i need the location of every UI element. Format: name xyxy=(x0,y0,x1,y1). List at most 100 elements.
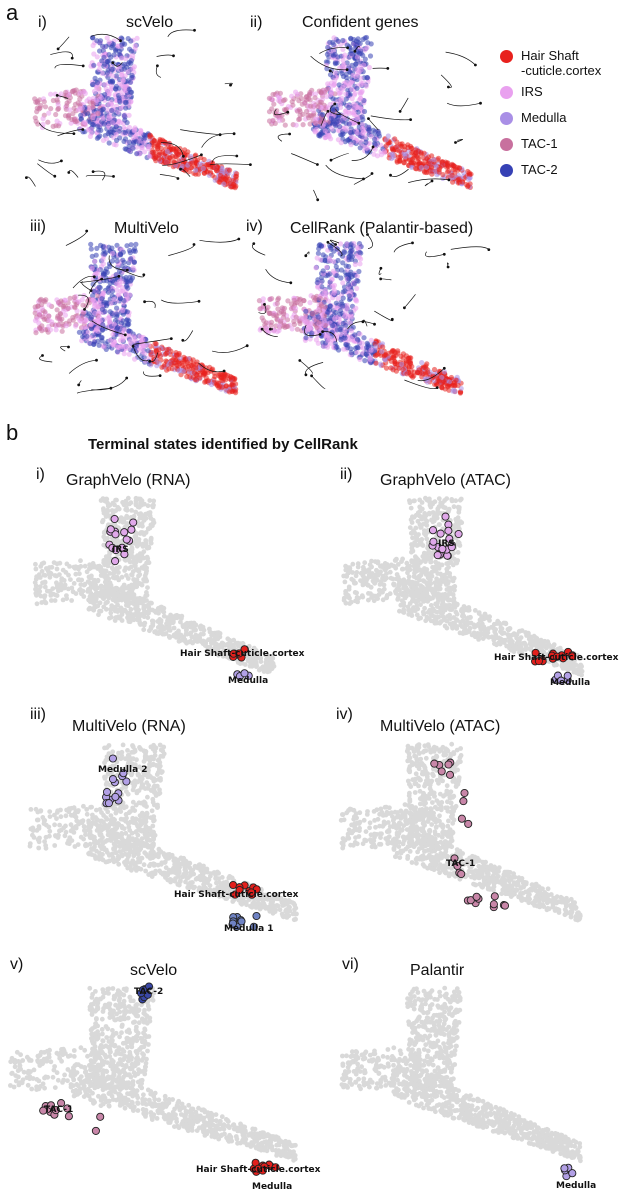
cell-point xyxy=(127,250,133,256)
background-cell xyxy=(235,642,241,647)
streamline-arrowhead xyxy=(55,94,59,97)
background-cell xyxy=(34,587,39,592)
cell-point xyxy=(400,351,406,357)
cell-point xyxy=(100,116,106,122)
streamline-arrowhead xyxy=(366,233,369,236)
cell-point xyxy=(354,273,360,279)
streamline-arrowhead xyxy=(386,67,390,70)
background-cell xyxy=(119,618,125,623)
cell-point xyxy=(89,326,95,332)
cell-point xyxy=(176,352,182,358)
cell-point xyxy=(334,106,340,112)
cell-point xyxy=(332,121,338,127)
velocity-streamline xyxy=(133,338,172,345)
legend-dot-tac2 xyxy=(500,164,513,177)
panel-b-letter: b xyxy=(6,420,19,445)
cell-point xyxy=(307,300,313,306)
cell-point xyxy=(100,270,107,277)
velocity-streamline xyxy=(455,139,463,143)
cell-point xyxy=(355,109,361,115)
cell-point xyxy=(449,172,455,178)
cell-point xyxy=(413,147,419,153)
cell-point xyxy=(116,95,122,101)
background-cell xyxy=(177,638,183,644)
cell-point xyxy=(307,89,313,96)
background-cell xyxy=(209,632,215,638)
cell-point xyxy=(156,347,162,353)
panel-a-ii-title: Confident genes xyxy=(302,14,419,31)
cell-point xyxy=(360,80,366,86)
cell-point xyxy=(131,135,137,141)
background-cell xyxy=(71,581,77,586)
cell-point xyxy=(353,305,359,311)
cell-point xyxy=(415,158,421,164)
cell-point xyxy=(78,112,84,118)
cell-point xyxy=(96,342,102,348)
background-cell xyxy=(93,564,98,570)
cell-point xyxy=(378,361,384,367)
cell-point xyxy=(153,341,159,347)
background-cell xyxy=(82,581,88,587)
cell-point xyxy=(92,75,98,81)
cell-point xyxy=(109,250,116,257)
velocity-streamline xyxy=(65,230,88,246)
cell-point xyxy=(315,307,321,313)
velocity-streamline xyxy=(329,103,341,116)
velocity-streamline xyxy=(91,320,126,336)
background-cell xyxy=(54,580,59,586)
cell-point xyxy=(128,38,134,44)
streamline-arrowhead xyxy=(403,306,406,310)
cell-point xyxy=(383,365,390,371)
streamline-arrowhead xyxy=(411,241,414,245)
background-cell xyxy=(116,506,122,512)
background-cell xyxy=(215,649,221,655)
cell-point xyxy=(102,82,108,88)
cell-point xyxy=(351,109,357,115)
background-cell xyxy=(73,591,79,596)
streamline-arrowhead xyxy=(442,252,446,256)
cell-point xyxy=(222,168,228,175)
panel-b-i-roman: i) xyxy=(36,466,45,483)
cell-point xyxy=(349,86,355,92)
cell-point xyxy=(88,321,94,328)
cell-point xyxy=(335,54,341,60)
streamline-arrowhead xyxy=(143,300,146,304)
cell-point xyxy=(113,272,119,278)
cell-point xyxy=(114,242,120,248)
cell-point xyxy=(64,100,70,106)
cell-point xyxy=(190,374,196,380)
background-cell xyxy=(141,532,147,537)
background-cell xyxy=(134,584,140,590)
background-cell xyxy=(136,611,142,617)
streamline-arrowhead xyxy=(119,39,122,43)
cell-point xyxy=(94,245,100,251)
cell-point xyxy=(358,75,364,81)
background-cell xyxy=(130,554,135,559)
background-cell xyxy=(111,537,116,543)
streamline-arrowhead xyxy=(172,54,175,58)
cell-point xyxy=(162,362,168,368)
velocity-streamline xyxy=(291,153,318,165)
streamline-arrowhead xyxy=(41,354,44,357)
streamline-arrowhead xyxy=(326,109,330,113)
cell-point xyxy=(80,302,86,308)
streamline-arrowhead xyxy=(310,374,313,378)
cell-point xyxy=(431,157,437,163)
background-cell xyxy=(231,637,237,643)
cell-point xyxy=(338,337,344,343)
background-cell xyxy=(129,588,135,593)
cell-point xyxy=(90,101,96,107)
velocity-streamline xyxy=(252,243,266,256)
cell-point xyxy=(70,88,76,94)
cell-point xyxy=(125,78,131,84)
legend-label-hair-shaft: Hair Shaft -cuticle.cortex xyxy=(521,48,602,78)
cell-point xyxy=(456,165,463,171)
velocity-streamline xyxy=(167,29,195,38)
cell-point xyxy=(368,41,374,47)
streamline-arrowhead xyxy=(346,46,349,50)
background-cell xyxy=(135,504,141,510)
cell-point xyxy=(343,91,349,97)
background-cell xyxy=(125,501,131,507)
cell-point xyxy=(362,35,368,41)
cell-point xyxy=(91,62,97,68)
